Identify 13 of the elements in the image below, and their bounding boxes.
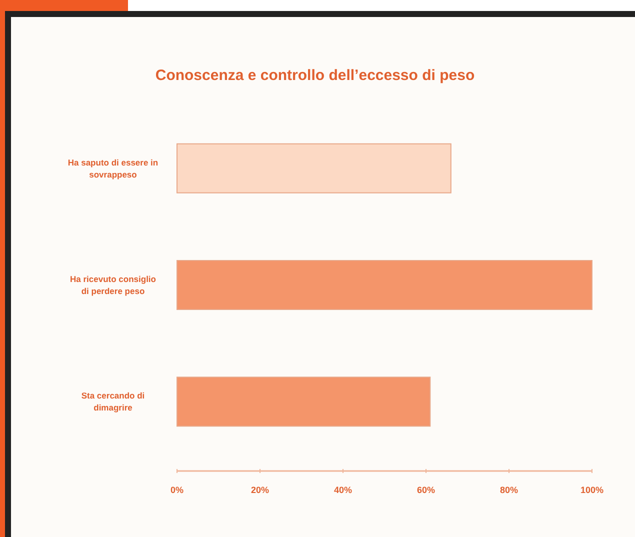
- x-tick-label: 40%: [334, 485, 352, 495]
- bar: [176, 143, 452, 194]
- x-tick-label: 20%: [250, 485, 270, 495]
- x-tick-label: 80%: [500, 485, 518, 495]
- x-tick-label: 100%: [580, 485, 604, 495]
- y-tick-label: Ha ricevuto consiglio di perdere peso: [70, 274, 156, 296]
- bar: [176, 376, 431, 427]
- x-tick-label: 0%: [170, 485, 184, 495]
- chart-title: Conoscenza e controllo dell’eccesso di peso: [155, 67, 475, 84]
- y-tick-label: Ha saputo di essere in sovrappeso: [68, 157, 158, 180]
- y-tick-label: Sta cercando di dimagrire: [81, 390, 145, 413]
- x-tick-label: 60%: [416, 485, 436, 495]
- bar: [176, 260, 592, 310]
